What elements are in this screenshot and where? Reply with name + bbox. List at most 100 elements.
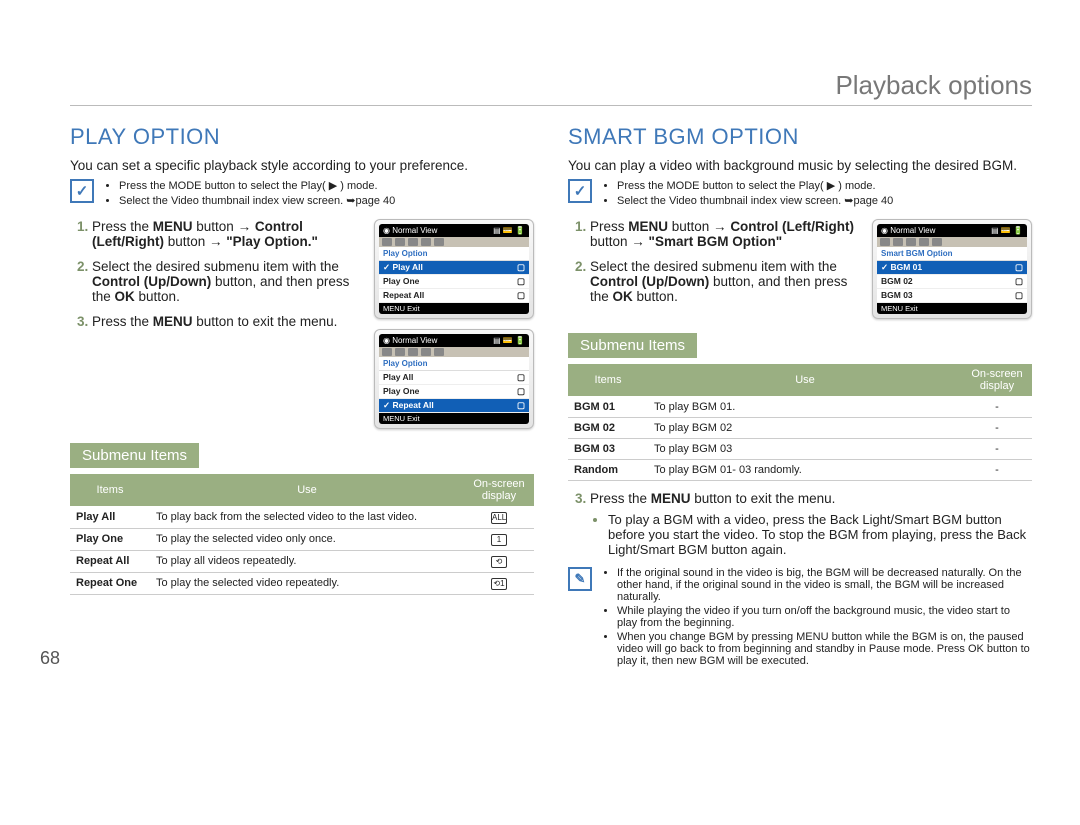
table-cell-osd: ALL <box>464 507 534 529</box>
device-screenshot: ◉ Normal View▤ 💳 🔋 Play Option ✓ Play Al… <box>374 219 534 319</box>
tip-item: If the original sound in the video is bi… <box>617 567 1032 603</box>
table-cell-item: Repeat All <box>70 551 150 573</box>
tip-item: When you change BGM by pressing MENU but… <box>617 631 1032 667</box>
table-cell-item: BGM 02 <box>568 418 648 439</box>
right-column: SMART BGM OPTION You can play a video wi… <box>568 124 1032 679</box>
smart-bgm-intro: You can play a video with background mus… <box>568 158 1032 173</box>
step-item: Press the MENU button → Control (Left/Ri… <box>92 219 364 249</box>
screen-topbar: ◉ Normal View▤ 💳 🔋 <box>379 224 529 237</box>
smart-bgm-note-list: Press the MODE button to select the Play… <box>602 179 893 209</box>
table-cell-use: To play the selected video only once. <box>150 529 464 551</box>
table-cell-use: To play back from the selected video to … <box>150 507 464 529</box>
table-row: BGM 02 To play BGM 02 - <box>568 418 1032 439</box>
table-cell-item: Repeat One <box>70 573 150 595</box>
table-cell-osd: - <box>962 397 1032 418</box>
screen-footer: MENU Exit <box>379 413 529 424</box>
screen-topbar: ◉ Normal View▤ 💳 🔋 <box>379 334 529 347</box>
table-row: Play One To play the selected video only… <box>70 529 534 551</box>
check-icon: ✓ <box>70 179 94 203</box>
smart-bgm-screenshots: ◉ Normal View▤ 💳 🔋 Smart BGM Option ✓ BG… <box>872 219 1032 319</box>
submenu-items-header: Submenu Items <box>568 333 697 358</box>
table-cell-use: To play all videos repeatedly. <box>150 551 464 573</box>
note-item: Press the MODE button to select the Play… <box>617 179 893 192</box>
table-row: Play All To play back from the selected … <box>70 507 534 529</box>
table-row: BGM 01 To play BGM 01. - <box>568 397 1032 418</box>
note-item: Select the Video thumbnail index view sc… <box>119 194 395 207</box>
step-item: Select the desired submenu item with the… <box>590 259 862 304</box>
screen-menu-row: ✓ BGM 01▢ <box>877 261 1027 275</box>
screen-footer: MENU Exit <box>877 303 1027 314</box>
step-item: Press the MENU button to exit the menu. <box>92 314 364 329</box>
table-cell-osd: - <box>962 439 1032 460</box>
smart-bgm-heading: SMART BGM OPTION <box>568 124 1032 150</box>
table-cell-osd: - <box>962 418 1032 439</box>
table-cell-item: BGM 01 <box>568 397 648 418</box>
step-item: Press MENU button → Control (Left/Right)… <box>590 219 862 249</box>
table-row: Random To play BGM 01- 03 randomly. - <box>568 460 1032 481</box>
page-header: Playback options <box>70 70 1032 106</box>
smart-bgm-note: ✓ Press the MODE button to select the Pl… <box>568 179 1032 209</box>
left-column: PLAY OPTION You can set a specific playb… <box>70 124 534 679</box>
two-column-layout: PLAY OPTION You can set a specific playb… <box>70 124 1032 679</box>
table-header: On-screen display <box>962 364 1032 397</box>
table-cell-item: Play One <box>70 529 150 551</box>
table-header: Items <box>70 474 150 507</box>
screen-topbar: ◉ Normal View▤ 💳 🔋 <box>877 224 1027 237</box>
play-option-screenshots: ◉ Normal View▤ 💳 🔋 Play Option ✓ Play Al… <box>374 219 534 429</box>
osd-icon: ALL <box>491 512 507 524</box>
table-cell-use: To play the selected video repeatedly. <box>150 573 464 595</box>
smart-bgm-body: Press MENU button → Control (Left/Right)… <box>568 219 1032 319</box>
smart-bgm-tips-list: If the original sound in the video is bi… <box>602 567 1032 669</box>
smart-bgm-step3: Press the MENU button to exit the menu. … <box>568 491 1032 557</box>
table-header: Items <box>568 364 648 397</box>
table-row: Repeat All To play all videos repeatedly… <box>70 551 534 573</box>
play-option-intro: You can set a specific playback style ac… <box>70 158 534 173</box>
screen-menu-title: Play Option <box>379 357 529 371</box>
screen-subbar <box>379 237 529 247</box>
play-option-steps: Press the MENU button → Control (Left/Ri… <box>70 219 364 429</box>
step-item: Select the desired submenu item with the… <box>92 259 364 304</box>
step-item: Press the MENU button to exit the menu. … <box>590 491 1032 557</box>
table-row: BGM 03 To play BGM 03 - <box>568 439 1032 460</box>
page-number: 68 <box>40 648 60 669</box>
table-cell-osd: - <box>962 460 1032 481</box>
screen-menu-title: Play Option <box>379 247 529 261</box>
table-cell-use: To play BGM 01- 03 randomly. <box>648 460 962 481</box>
note-item: Press the MODE button to select the Play… <box>119 179 395 192</box>
screen-menu-row: BGM 02▢ <box>877 275 1027 289</box>
screen-menu-row: BGM 03▢ <box>877 289 1027 303</box>
manual-page: Playback options PLAY OPTION You can set… <box>0 0 1080 699</box>
osd-icon: ⟲1 <box>491 578 507 590</box>
screen-subbar <box>379 347 529 357</box>
smart-bgm-steps: Press MENU button → Control (Left/Right)… <box>568 219 862 319</box>
play-option-body: Press the MENU button → Control (Left/Ri… <box>70 219 534 429</box>
osd-icon: ⟲ <box>491 556 507 568</box>
play-option-note: ✓ Press the MODE button to select the Pl… <box>70 179 534 209</box>
table-cell-use: To play BGM 01. <box>648 397 962 418</box>
check-icon: ✓ <box>568 179 592 203</box>
table-header: Use <box>648 364 962 397</box>
play-option-table: Items Use On-screen display Play All To … <box>70 474 534 595</box>
step-bullet: To play a BGM with a video, press the Ba… <box>608 512 1032 557</box>
table-cell-osd: ⟲ <box>464 551 534 573</box>
pencil-icon: ✎ <box>568 567 592 591</box>
osd-icon: 1 <box>491 534 507 546</box>
table-cell-use: To play BGM 03 <box>648 439 962 460</box>
screen-menu-row: Play One▢ <box>379 275 529 289</box>
table-row: Repeat One To play the selected video re… <box>70 573 534 595</box>
screen-menu-row: ✓ Play All▢ <box>379 261 529 275</box>
play-option-heading: PLAY OPTION <box>70 124 534 150</box>
table-cell-osd: 1 <box>464 529 534 551</box>
smart-bgm-table: Items Use On-screen display BGM 01 To pl… <box>568 364 1032 481</box>
screen-menu-row: ✓ Repeat All▢ <box>379 399 529 413</box>
screen-menu-row: Repeat All▢ <box>379 289 529 303</box>
table-cell-item: BGM 03 <box>568 439 648 460</box>
tip-item: While playing the video if you turn on/o… <box>617 605 1032 629</box>
submenu-items-header: Submenu Items <box>70 443 199 468</box>
screen-footer: MENU Exit <box>379 303 529 314</box>
table-header: On-screen display <box>464 474 534 507</box>
smart-bgm-tips: ✎ If the original sound in the video is … <box>568 567 1032 669</box>
table-cell-use: To play BGM 02 <box>648 418 962 439</box>
device-screenshot: ◉ Normal View▤ 💳 🔋 Play Option Play All▢… <box>374 329 534 429</box>
table-cell-osd: ⟲1 <box>464 573 534 595</box>
